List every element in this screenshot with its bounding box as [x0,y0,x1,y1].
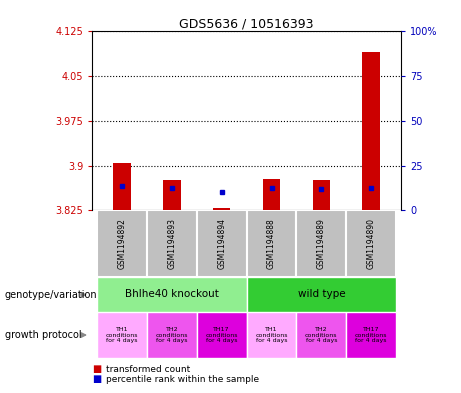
Bar [97,312,147,358]
Bar [213,208,230,210]
Text: growth protocol: growth protocol [5,330,81,340]
Bar [313,180,330,210]
Title: GDS5636 / 10516393: GDS5636 / 10516393 [179,17,314,30]
Text: ■: ■ [92,364,101,375]
Text: percentile rank within the sample: percentile rank within the sample [106,375,259,384]
Bar [147,312,197,358]
Bar [113,163,131,210]
Text: GSM1194888: GSM1194888 [267,218,276,269]
Text: TH1
conditions
for 4 days: TH1 conditions for 4 days [106,327,138,343]
Bar [197,210,247,277]
Text: GSM1194894: GSM1194894 [217,218,226,269]
Text: TH2
conditions
for 4 days: TH2 conditions for 4 days [156,327,188,343]
Bar [247,312,296,358]
Text: genotype/variation: genotype/variation [5,290,97,300]
Bar [97,277,247,312]
Text: TH17
conditions
for 4 days: TH17 conditions for 4 days [355,327,387,343]
Bar [296,210,346,277]
Text: Bhlhe40 knockout: Bhlhe40 knockout [125,289,219,299]
Text: TH17
conditions
for 4 days: TH17 conditions for 4 days [206,327,238,343]
Bar [296,312,346,358]
Bar [147,210,197,277]
Bar [346,210,396,277]
Text: TH2
conditions
for 4 days: TH2 conditions for 4 days [305,327,337,343]
Text: TH1
conditions
for 4 days: TH1 conditions for 4 days [255,327,288,343]
Bar [346,312,396,358]
Bar [247,210,296,277]
Bar [197,312,247,358]
Bar [163,180,181,210]
Bar [247,277,396,312]
Text: wild type: wild type [297,289,345,299]
Bar [97,210,147,277]
Text: GSM1194889: GSM1194889 [317,218,326,269]
Text: GSM1194890: GSM1194890 [366,218,376,269]
Text: GSM1194892: GSM1194892 [118,218,127,269]
Bar [263,179,280,210]
Text: transformed count: transformed count [106,365,190,374]
Bar [362,52,380,210]
Text: ■: ■ [92,374,101,384]
Text: GSM1194893: GSM1194893 [167,218,177,269]
